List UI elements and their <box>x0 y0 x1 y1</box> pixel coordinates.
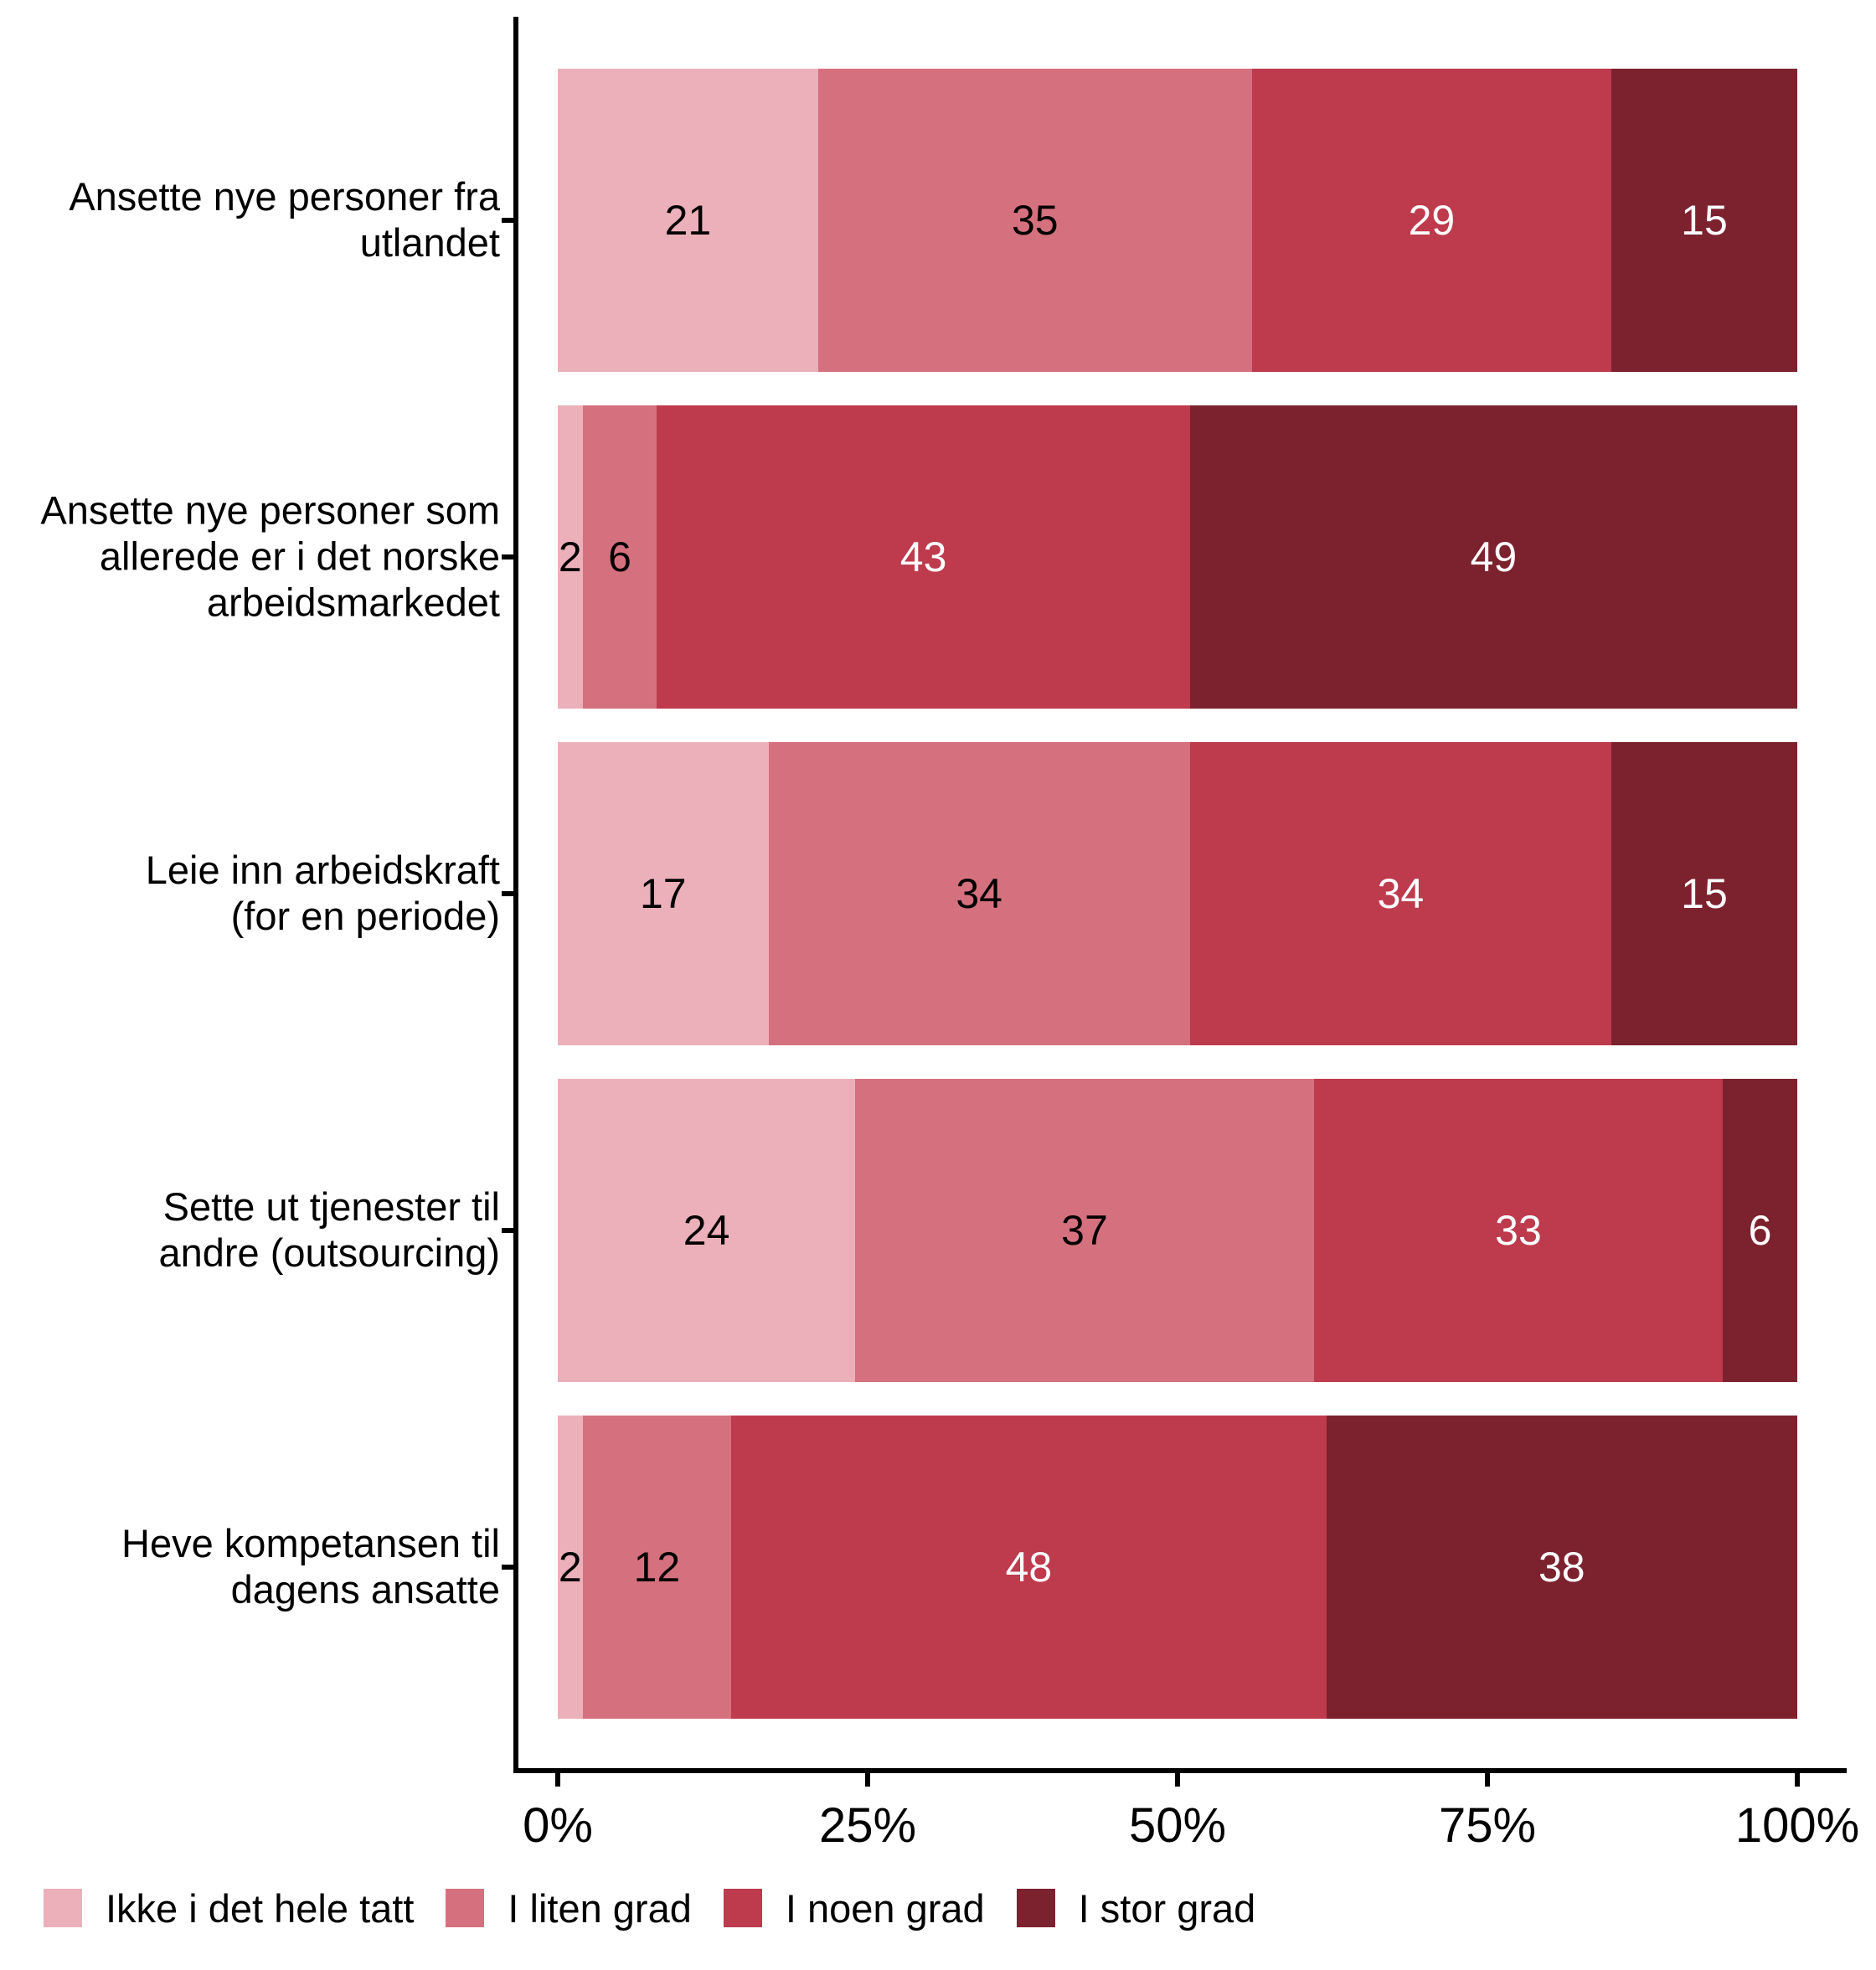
y-axis-line <box>513 17 518 1773</box>
bar-segment: 35 <box>817 69 1252 372</box>
category-label: Ansette nye personer fra utlandet <box>69 174 500 265</box>
legend-swatch-icon <box>723 1889 762 1927</box>
bar-value-label: 6 <box>608 534 631 580</box>
bar-segment: 29 <box>1251 69 1611 372</box>
bar-value-label: 6 <box>1748 1207 1772 1254</box>
bar-value-label: 37 <box>1061 1207 1108 1254</box>
bar-segment: 24 <box>558 1079 856 1382</box>
bar-segment: 37 <box>855 1079 1314 1382</box>
x-tick-label-75: 75% <box>1438 1798 1537 1853</box>
legend-label: I stor grad <box>1078 1885 1256 1931</box>
bar-segment: 6 <box>582 405 657 709</box>
bar-segment: 43 <box>657 405 1190 709</box>
bar-segment: 21 <box>558 69 818 372</box>
legend-label: I noen grad <box>785 1885 985 1931</box>
bar-segment: 15 <box>1611 69 1797 372</box>
x-tick-100 <box>1795 1773 1800 1787</box>
y-tick <box>502 554 513 560</box>
legend-label: I liten grad <box>508 1885 692 1931</box>
x-tick-label-50: 50% <box>1128 1798 1227 1853</box>
bar-value-label: 35 <box>1011 197 1059 244</box>
x-tick-label-100: 100% <box>1734 1798 1860 1853</box>
bar-row: 2 6 43 49 <box>558 405 1797 709</box>
bar-value-label: 24 <box>683 1207 730 1254</box>
category-label: Leie inn arbeidskraft (for en periode) <box>145 848 500 938</box>
bar-value-label: 38 <box>1538 1544 1585 1591</box>
legend-item-ikke-i-det-hele-tatt: Ikke i det hele tatt <box>44 1885 414 1931</box>
bar-segment: 12 <box>582 1416 732 1719</box>
bar-value-label: 43 <box>899 534 947 580</box>
legend-swatch-icon <box>446 1889 485 1927</box>
x-tick-25 <box>865 1773 870 1787</box>
x-tick-50 <box>1175 1773 1180 1787</box>
x-axis-line <box>513 1768 1847 1773</box>
bar-row: 17 34 34 15 <box>558 742 1797 1045</box>
x-tick-label-25: 25% <box>818 1798 917 1853</box>
bar-value-label: 33 <box>1495 1207 1542 1254</box>
y-tick <box>502 891 513 896</box>
bar-value-label: 15 <box>1681 197 1728 244</box>
category-label: Heve kompetansen til dagens ansatte <box>121 1521 500 1612</box>
bar-value-label: 34 <box>1377 870 1425 917</box>
bar-segment: 49 <box>1189 405 1797 709</box>
legend: Ikke i det hele tatt I liten grad I noen… <box>44 1883 1255 1933</box>
bar-segment: 34 <box>1189 742 1611 1045</box>
x-tick-75 <box>1485 1773 1490 1787</box>
y-tick <box>502 218 513 223</box>
bar-segment: 6 <box>1723 1079 1797 1382</box>
y-tick <box>502 1565 513 1570</box>
bar-value-label: 2 <box>558 1544 582 1591</box>
bar-value-label: 2 <box>558 534 582 580</box>
category-label: Ansette nye personer som allerede er i de… <box>40 487 500 625</box>
legend-label: Ikke i det hele tatt <box>106 1885 415 1931</box>
bar-value-label: 29 <box>1408 197 1456 244</box>
bar-row: 24 37 33 6 <box>558 1079 1797 1382</box>
bar-segment: 34 <box>768 742 1190 1045</box>
bar-value-label: 15 <box>1681 870 1728 917</box>
y-tick <box>502 1228 513 1233</box>
bar-segment: 48 <box>731 1416 1327 1719</box>
legend-item-i-stor-grad: I stor grad <box>1016 1885 1256 1931</box>
bar-row: 2 12 48 38 <box>558 1416 1797 1719</box>
bar-value-label: 34 <box>956 870 1002 917</box>
bar-row: 21 35 29 15 <box>558 69 1797 372</box>
x-tick-0 <box>555 1773 560 1787</box>
x-tick-label-0: 0% <box>523 1798 593 1853</box>
bar-value-label: 21 <box>664 197 712 244</box>
legend-swatch-icon <box>44 1889 82 1927</box>
bar-segment: 2 <box>558 405 583 709</box>
bar-segment: 2 <box>558 1416 583 1719</box>
bar-value-label: 17 <box>639 870 687 917</box>
bar-value-label: 48 <box>1005 1544 1053 1591</box>
bar-segment: 38 <box>1326 1416 1797 1719</box>
legend-item-i-liten-grad: I liten grad <box>446 1885 692 1931</box>
legend-item-i-noen-grad: I noen grad <box>723 1885 985 1931</box>
bar-segment: 15 <box>1611 742 1797 1045</box>
category-label: Sette ut tjenester til andre (outsourcing… <box>158 1184 500 1275</box>
bar-segment: 17 <box>558 742 769 1045</box>
bar-value-label: 12 <box>633 1544 681 1591</box>
bar-value-label: 49 <box>1470 534 1518 580</box>
legend-swatch-icon <box>1016 1889 1055 1927</box>
bar-segment: 33 <box>1313 1079 1724 1382</box>
